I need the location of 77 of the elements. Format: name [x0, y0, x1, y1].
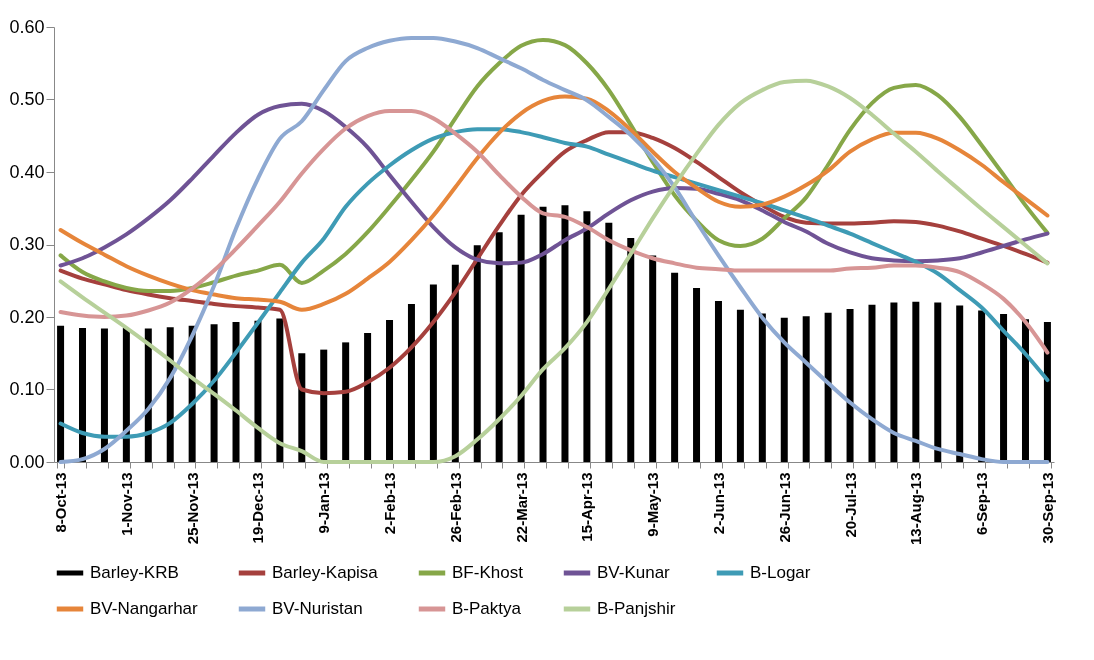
- bar: [912, 301, 920, 462]
- bar: [100, 328, 108, 462]
- y-tick-label: 0.30: [9, 234, 45, 254]
- x-tick-label: 20-Jul-13: [841, 472, 859, 538]
- x-tick-label: 8-Oct-13: [52, 472, 70, 533]
- bar: [451, 264, 459, 462]
- x-tick-label: 2-Jun-13: [709, 472, 727, 535]
- x-tick-label: 13-Aug-13: [907, 472, 925, 546]
- legend-label: B-Panjshir: [597, 599, 676, 618]
- bar: [956, 305, 964, 462]
- bar: [824, 312, 832, 462]
- bar: [671, 272, 679, 462]
- x-tick-label: 26-Feb-13: [446, 472, 464, 543]
- line-series: [58, 101, 1050, 268]
- bar: [1043, 322, 1051, 462]
- legend-label: Barley-Kapisa: [272, 563, 379, 582]
- bar: [276, 318, 284, 462]
- legend-label: BV-Nangarhar: [90, 599, 199, 618]
- legend-label: B-Logar: [750, 563, 811, 582]
- legend-label: BV-Nuristan: [272, 599, 363, 618]
- y-tick-label: 0.10: [9, 379, 45, 399]
- y-tick-label: 0.50: [9, 89, 45, 109]
- bar: [1000, 314, 1008, 462]
- bar: [583, 211, 591, 462]
- bar: [364, 332, 372, 462]
- bar: [846, 309, 854, 462]
- y-tick-label: 0.00: [9, 451, 45, 472]
- legend-label: Barley-KRB: [90, 563, 179, 582]
- bar: [693, 288, 701, 462]
- bar: [934, 302, 942, 462]
- bar: [561, 205, 569, 462]
- bar: [539, 206, 547, 462]
- x-tick-label: 30-Sep-13: [1038, 472, 1056, 544]
- bar: [254, 320, 262, 462]
- bar: [758, 313, 766, 462]
- bar: [649, 255, 657, 462]
- bar: [298, 353, 306, 462]
- bar: [517, 214, 525, 462]
- legend-label: B-Paktya: [452, 599, 522, 618]
- bar: [714, 301, 722, 462]
- legend-label: BF-Khost: [452, 563, 524, 582]
- bar: [495, 232, 503, 462]
- x-tick-label: 2-Feb-13: [381, 472, 399, 535]
- x-tick-label: 25-Nov-13: [183, 472, 201, 545]
- y-tick-label: 0.40: [9, 161, 45, 182]
- bar: [407, 303, 415, 462]
- bar: [605, 222, 613, 462]
- bar: [232, 322, 240, 462]
- x-tick-label: 22-Mar-13: [512, 472, 530, 543]
- bar: [890, 302, 898, 462]
- bar: [122, 327, 130, 462]
- bar: [473, 245, 481, 462]
- y-tick-label: 0.20: [9, 306, 45, 327]
- bar: [429, 284, 437, 462]
- bar: [57, 325, 65, 462]
- bar: [780, 317, 788, 462]
- bar: [802, 316, 810, 462]
- bar: [320, 349, 328, 462]
- bar: [627, 237, 635, 462]
- bar: [342, 342, 350, 462]
- bar: [736, 309, 744, 462]
- x-tick-label: 9-May-13: [644, 472, 662, 537]
- bar: [978, 310, 986, 462]
- y-tick-label: 0.60: [9, 16, 45, 37]
- bar: [210, 324, 218, 462]
- x-tick-label: 26-Jun-13: [775, 472, 793, 543]
- x-tick-label: 19-Dec-13: [249, 472, 267, 544]
- bar: [79, 327, 87, 462]
- x-tick-label: 1-Nov-13: [117, 472, 135, 536]
- legend-label: BV-Kunar: [597, 563, 671, 582]
- x-tick-label: 6-Sep-13: [973, 472, 991, 536]
- line-series: [58, 109, 1050, 355]
- bar: [386, 319, 394, 462]
- bar: [868, 304, 876, 462]
- x-tick-label: 15-Apr-13: [578, 472, 596, 542]
- x-tick-label: 9-Jan-13: [315, 472, 333, 534]
- line-series: [58, 94, 1050, 312]
